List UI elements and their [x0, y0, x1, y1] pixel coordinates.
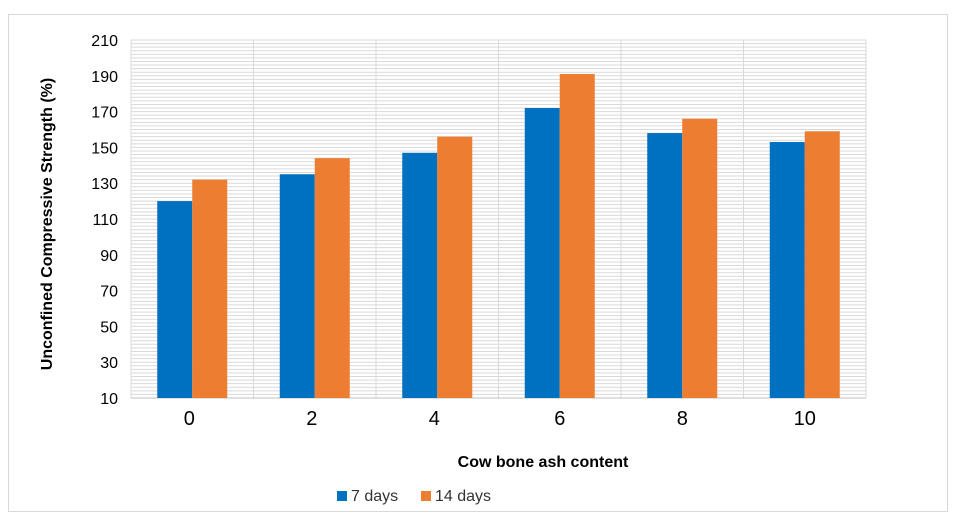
bar-14-days-8 — [682, 118, 718, 398]
x-tick-label: 4 — [429, 408, 440, 430]
bar-7-days-2 — [279, 174, 315, 398]
x-tick-label: 2 — [306, 408, 317, 430]
y-tick-label: 110 — [92, 212, 118, 229]
legend-swatch-14-days — [421, 491, 431, 501]
bar-14-days-2 — [314, 158, 350, 398]
bar-14-days-6 — [559, 74, 595, 398]
x-tick-label: 10 — [794, 408, 816, 430]
y-tick-label: 150 — [91, 140, 118, 157]
x-tick-labels: 0 2 4 6 8 10 — [184, 408, 816, 430]
y-tick-label: 30 — [100, 355, 118, 372]
y-axis-title: Unconfined Compressive Strength (%) — [39, 78, 56, 370]
bars — [157, 74, 840, 399]
y-tick-label: 130 — [91, 176, 118, 193]
legend-label-7-days: 7 days — [351, 488, 398, 505]
y-tick-label: 190 — [91, 69, 118, 86]
y-tick-label: 70 — [100, 284, 118, 301]
y-tick-label: 10 — [100, 391, 118, 408]
y-tick-label: 170 — [91, 105, 118, 122]
y-tick-label: 90 — [100, 248, 118, 265]
x-tick-label: 6 — [554, 408, 565, 430]
x-tick-label: 8 — [677, 408, 688, 430]
x-tick-label: 0 — [184, 408, 195, 430]
legend-label-14-days: 14 days — [435, 488, 491, 505]
legend-swatch-7-days — [337, 491, 347, 501]
y-tick-label: 50 — [100, 319, 118, 336]
grid-lines — [130, 39, 867, 399]
bar-14-days-10 — [804, 131, 840, 399]
x-axis-title: Cow bone ash content — [458, 454, 629, 471]
y-tick-labels: 10 30 50 70 90 110 130 150 170 190 210 — [91, 33, 118, 408]
bar-7-days-4 — [402, 152, 438, 398]
bar-14-days-4 — [437, 136, 473, 398]
bar-14-days-0 — [192, 179, 228, 398]
bar-7-days-6 — [524, 108, 560, 399]
bar-7-days-10 — [769, 142, 805, 398]
bar-7-days-0 — [157, 201, 193, 398]
legend: 7 days 14 days — [337, 488, 491, 505]
y-tick-label: 210 — [91, 33, 118, 50]
bar-7-days-8 — [647, 133, 683, 398]
